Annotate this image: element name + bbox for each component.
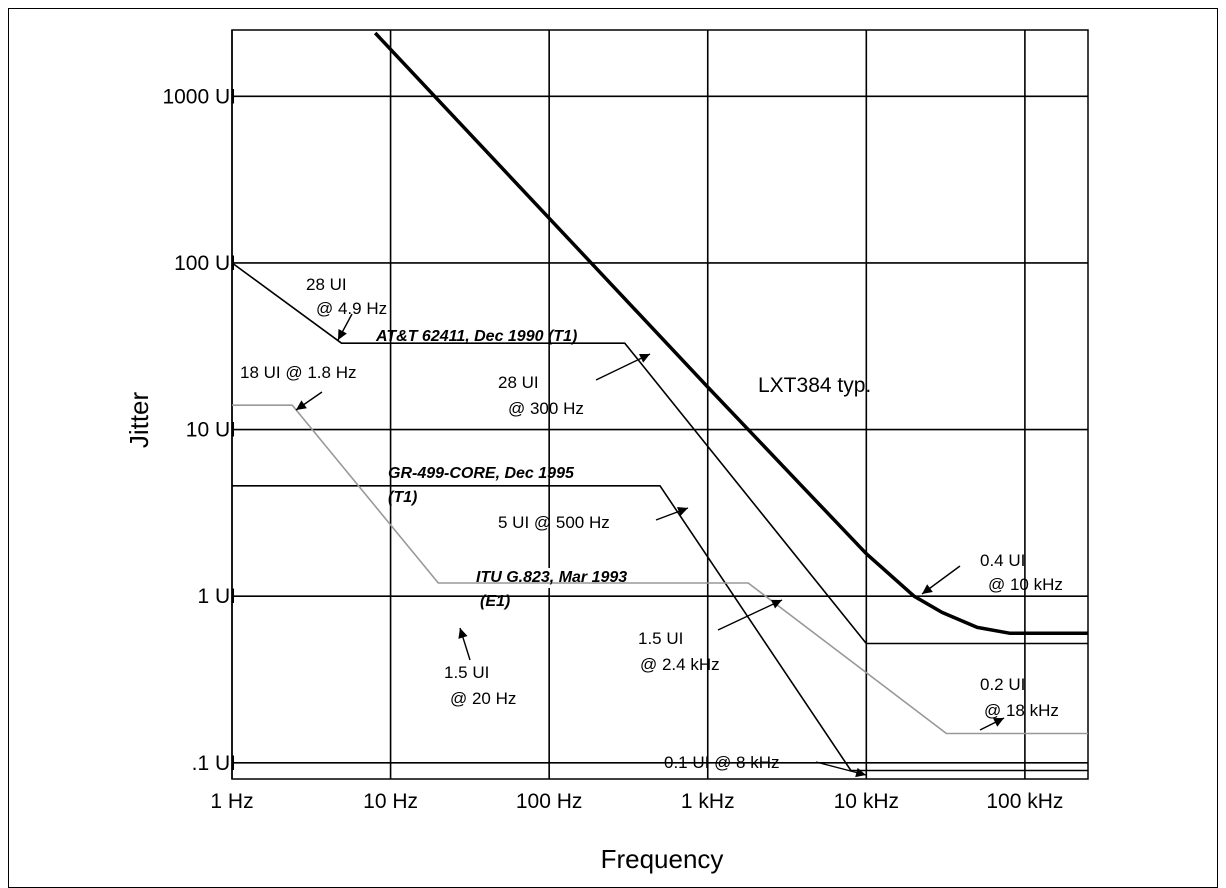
series-line-itu_g823 [232,404,1088,735]
annotation-02ui-line1: 0.2 UI [980,675,1025,694]
annotation-arrow-head [338,329,347,340]
annotation-arrow-head [922,584,933,594]
lxt384-series-label: LXT384 typ. [758,374,871,397]
x-tick-label: 10 Hz [363,790,418,813]
annotation-15ui-24khz-line2: @ 2.4 kHz [640,655,720,674]
label-backdrop [490,612,530,626]
series-line-att62411 [231,262,1088,645]
x-axis-ticks: 1 Hz 10 Hz 100 Hz 1 kHz 10 kHz 100 kHz [210,790,1063,813]
series-lines [231,31,1088,772]
y-axis-title: Jitter [124,391,154,448]
annotation-01ui: 0.1 UI @ 8 kHz [664,753,780,772]
grid [231,29,1089,780]
annotation-arrow-head [458,628,468,639]
annotation-28ui-300hz-line2: @ 300 Hz [508,399,584,418]
annotation-04ui-line1: 0.4 UI [980,551,1025,570]
annotation-28ui-line1: 28 UI [306,275,347,294]
annotation-arrow-head [677,506,688,516]
x-tick-label: 1 kHz [681,790,735,813]
gr-499-series-label-line1: GR-499-CORE, Dec 1995 [388,465,575,482]
annotation-15ui-24khz-line1: 1.5 UI [638,629,683,648]
x-tick-label: 10 kHz [834,790,899,813]
itu-g823-series-label-line1: ITU G.823, Mar 1993 [476,569,627,586]
y-tick-label: .1 UI [192,752,236,775]
annotation-15ui-20hz-line2: @ 20 Hz [450,689,516,708]
y-tick-label: 10 UI [186,419,236,442]
annotation-arrows [295,313,1005,778]
annotation-arrow-head [855,767,866,778]
y-tick-label: 100 UI [174,252,236,275]
x-tick-label: 100 kHz [986,790,1063,813]
annotation-arrow-head [993,718,1004,727]
annotation-arrow-line [595,353,651,381]
annotation-04ui-line2: @ 10 kHz [988,575,1063,594]
annotation-15ui-20hz-line1: 1.5 UI [444,663,489,682]
annotation-28ui-300hz-line1: 28 UI [498,373,539,392]
annotation-02ui-line2: @ 18 kHz [984,701,1059,720]
annotation-arrow-head [639,353,650,363]
annotation-5ui: 5 UI @ 500 Hz [498,513,610,532]
x-tick-label: 100 Hz [516,790,583,813]
series-line-lxt384 [373,31,1088,635]
series-line-gr499 [232,484,1088,772]
y-tick-label: 1000 UI [162,85,236,108]
itu-g823-series-label-line2: (E1) [480,593,510,610]
annotation-arrow-head [771,599,782,609]
annotation-arrow-head [296,400,307,410]
y-tick-label: 1 UI [197,585,236,608]
x-tick-label: 1 Hz [210,790,253,813]
annotation-28ui-line2: @ 4.9 Hz [316,299,387,318]
annotation-arrow-line [717,599,783,631]
annotation-18ui: 18 UI @ 1.8 Hz [240,363,356,382]
gr-499-series-label-line2: (T1) [388,489,417,506]
y-axis-ticks: .1 UI 1 UI 10 UI 100 UI 1000 UI [162,85,236,775]
x-axis-title: Frequency [601,844,724,874]
att-62411-series-label: AT&T 62411, Dec 1990 (T1) [375,328,577,345]
